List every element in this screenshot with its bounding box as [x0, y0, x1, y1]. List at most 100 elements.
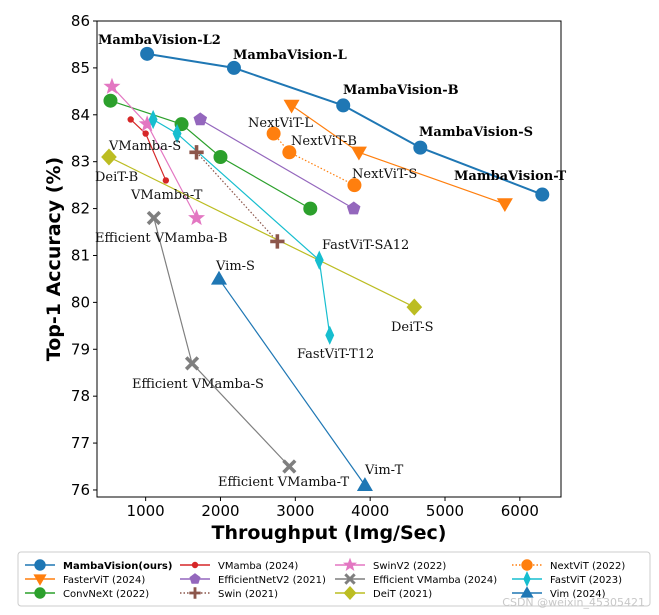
marker-fastvit-2023-2 [314, 250, 324, 270]
marker-fastervit-2024-2 [496, 198, 513, 213]
series-line-swin-2021 [196, 151, 278, 242]
legend-marker-nextvit-2022 [521, 559, 533, 571]
label-vmamba-s: VMamba-S [108, 139, 181, 154]
label-deit-b: DeiT-B [95, 170, 138, 185]
series-line-convnext-2022 [110, 100, 311, 210]
y-tick-label-80: 80 [71, 293, 90, 311]
legend-marker-fastervit-2024 [33, 574, 47, 586]
y-tick-label-86: 86 [71, 12, 90, 30]
legend-label-vmamba-2024: VMamba (2024) [218, 561, 298, 572]
x-tick-label-1000: 1000 [127, 502, 165, 520]
label-fastvit-sa12: FastViT-SA12 [322, 238, 409, 253]
series-line-vim-2024 [218, 278, 366, 486]
marker-efficient-vmamba-2024-0-stroke-b [146, 210, 161, 226]
legend-label-efficientnetv2-2021: EfficientNetV2 (2021) [218, 575, 326, 586]
marker-mambavision-ours-1 [226, 60, 241, 75]
marker-convnext-2022-3 [303, 201, 318, 216]
legend-marker-convnext-2022 [34, 587, 46, 599]
legend-label-swin-2021: Swin (2021) [218, 589, 278, 600]
marker-efficient-vmamba-2024-2-stroke-b [282, 459, 297, 474]
y-axis-title: Top-1 Accuracy (%) [43, 157, 65, 361]
marker-fastervit-2024-1 [350, 146, 367, 161]
legend-label-swinv2-2022: SwinV2 (2022) [373, 561, 446, 572]
marker-fastvit-2023-3 [325, 325, 335, 345]
marker-fastvit-2023-1 [172, 123, 182, 144]
marker-efficientnetv2-2021-0 [193, 112, 208, 126]
legend-marker-efficientnetv2-2021 [189, 573, 201, 584]
x-axis-title: Throughput (Img/Sec) [212, 522, 447, 544]
label-vim-s: Vim-S [215, 259, 255, 274]
marker-efficientnetv2-2021-1 [346, 201, 361, 215]
series-lines [108, 52, 543, 486]
legend-label-fastervit-2024: FasterViT (2024) [63, 575, 145, 586]
legend-marker-swin-2021 [189, 587, 201, 599]
label-fastvit-t12: FastViT-T12 [297, 347, 374, 362]
marker-swinv2-2022-0 [103, 77, 121, 94]
legend-marker-efficient-vmamba-2024-stroke-b [344, 573, 356, 585]
marker-efficient-vmamba-2024-2 [282, 459, 297, 474]
y-tick-label-83: 83 [71, 153, 90, 171]
y-tick-label-77: 77 [71, 434, 90, 452]
marker-deit-2021-1 [406, 298, 423, 316]
x-tick-label-4000: 4000 [351, 502, 389, 520]
legend-marker-swinv2-2022 [342, 557, 358, 572]
marker-swin-2021-1 [270, 234, 285, 249]
marker-deit-2021-0 [101, 148, 117, 166]
watermark: CSDN @weixin_45305421 [502, 596, 645, 609]
series-markers [101, 46, 550, 491]
legend: MambaVision(ours) FasterViT (2024) ConvNeX… [17, 551, 651, 607]
y-tick-label-85: 85 [71, 59, 90, 77]
marker-convnext-2022-2 [213, 150, 228, 164]
legend-label-fastvit-2023: FastViT (2023) [550, 575, 622, 586]
marker-efficient-vmamba-2024-0 [146, 210, 161, 226]
marker-nextvit-2022-0 [266, 126, 281, 141]
marker-vmamba-2024-2 [162, 177, 170, 184]
y-tick-label-84: 84 [71, 106, 90, 124]
series-line-fastvit-2023 [152, 118, 331, 336]
legend-marker-deit-2021 [343, 586, 357, 600]
label-mambavision-b: MambaVision-B [343, 83, 459, 98]
marker-efficient-vmamba-2024-1 [184, 356, 200, 371]
plot-frame [96, 20, 562, 498]
marker-mambavision-ours-2 [336, 98, 351, 113]
marker-mambavision-ours-0 [140, 46, 155, 61]
x-tick-label-5000: 5000 [426, 502, 464, 520]
legend-label-efficient-vmamba-2024: Efficient VMamba (2024) [373, 575, 497, 586]
label-nextvit-b: NextViT-B [291, 134, 357, 149]
marker-convnext-2022-0 [103, 93, 118, 108]
label-mambavision-l: MambaVision-L [233, 48, 347, 63]
marker-vim-2024-1 [356, 477, 373, 491]
legend-marker-vmamba-2024 [191, 561, 199, 569]
label-nextvit-l: NextViT-L [248, 116, 313, 131]
marker-nextvit-2022-1 [282, 145, 297, 160]
annotations: MambaVision-L2 MambaVision-L MambaVision… [95, 33, 567, 490]
label-nextvit-s: NextViT-S [352, 167, 417, 182]
y-tick-label-82: 82 [71, 200, 90, 218]
legend-marker-vim-2024 [520, 586, 534, 598]
y-tick-label-81: 81 [71, 246, 90, 264]
x-tick-label-6000: 6000 [501, 502, 539, 520]
label-efficient-vmamba-t: Efficient VMamba-T [218, 475, 350, 490]
label-deit-s: DeiT-S [391, 320, 434, 335]
y-tick-label-78: 78 [71, 387, 90, 405]
legend-label-nextvit-2022: NextViT (2022) [550, 561, 625, 572]
legend-label-vim-2024: Vim (2024) [550, 589, 606, 600]
series-line-deit-2021 [108, 156, 415, 308]
legend-frame [17, 551, 651, 607]
label-mambavision-s: MambaVision-S [419, 125, 533, 140]
series-line-nextvit-2022 [273, 133, 355, 186]
series-line-efficientnetv2-2021 [199, 118, 355, 210]
x-tick-label-3000: 3000 [276, 502, 314, 520]
marker-swinv2-2022-2 [188, 209, 206, 226]
axis-ticks: 1000 2000 3000 4000 5000 6000 76 77 78 79 80 81 82 83… [71, 12, 539, 520]
legend-label-convnext-2022: ConvNeXt (2022) [63, 589, 149, 600]
marker-nextvit-2022-2 [347, 178, 362, 193]
label-mambavision-l2: MambaVision-L2 [98, 33, 221, 48]
y-tick-label-79: 79 [71, 340, 90, 358]
marker-fastvit-2023-0 [148, 109, 158, 130]
marker-mambavision-ours-3 [413, 140, 428, 155]
marker-swin-2021-0 [189, 145, 204, 160]
legend-marker-mambavision-ours [34, 559, 46, 571]
y-tick-label-76: 76 [71, 481, 90, 499]
